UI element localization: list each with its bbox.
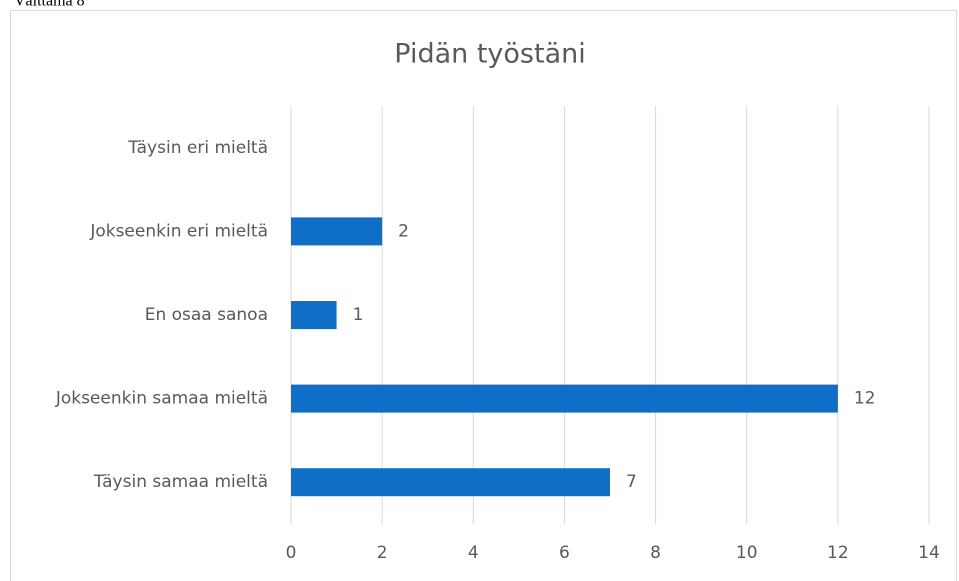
data-label: 1 xyxy=(353,305,364,325)
x-tick-label: 0 xyxy=(286,543,297,563)
bar xyxy=(291,468,610,497)
bar xyxy=(291,301,337,329)
data-label: 7 xyxy=(626,472,637,492)
caption: Väittämä 8 xyxy=(14,0,85,10)
y-tick-label: En osaa sanoa xyxy=(145,305,268,325)
chart-border xyxy=(10,10,957,581)
bar xyxy=(291,384,838,413)
x-tick-label: 2 xyxy=(377,543,388,563)
bar xyxy=(291,217,383,246)
x-tick-label: 10 xyxy=(736,543,758,563)
x-tick-label: 8 xyxy=(650,543,661,563)
chart-title: Pidän työstäni xyxy=(394,39,585,70)
y-tick-label: Jokseenkin eri mieltä xyxy=(89,221,268,241)
y-tick-label: Täysin eri mieltä xyxy=(127,138,268,158)
data-label: 2 xyxy=(398,221,409,241)
x-tick-label: 14 xyxy=(918,543,940,563)
y-tick-label: Täysin samaa mieltä xyxy=(93,472,268,492)
x-tick-label: 12 xyxy=(827,543,849,563)
data-label: 12 xyxy=(854,389,876,409)
x-tick-label: 4 xyxy=(468,543,479,563)
x-tick-label: 6 xyxy=(559,543,570,563)
y-tick-label: Jokseenkin samaa mieltä xyxy=(55,389,268,409)
